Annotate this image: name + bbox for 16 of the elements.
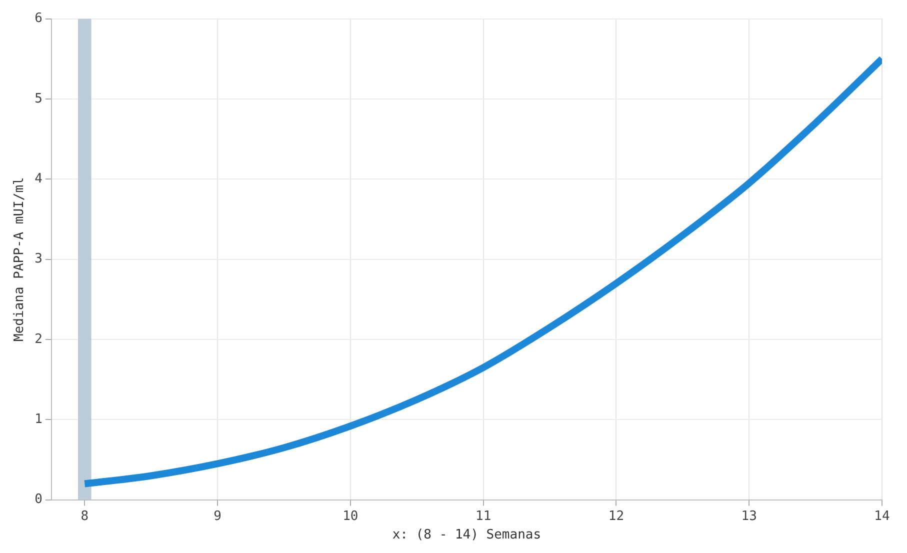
x-tick-label: 10: [342, 508, 358, 524]
y-tick-label: 4: [34, 172, 43, 187]
y-tick-label: 2: [34, 332, 42, 347]
y-tick-label: 0: [34, 492, 42, 508]
x-tick-label: 13: [741, 508, 757, 524]
x-tick-label: 11: [475, 508, 492, 524]
y-axis-title: Mediana PAPP-A mUI/ml: [12, 177, 28, 342]
y-tick-label: 1: [34, 412, 42, 428]
x-tick-label: 14: [874, 508, 890, 524]
y-tick-label: 3: [34, 252, 42, 267]
x-tick-label: 8: [80, 508, 89, 524]
x-tick-label: 9: [214, 508, 222, 524]
y-tick-label: 6: [34, 11, 42, 26]
y-tick-label: 5: [34, 91, 42, 106]
x-tick-label: 12: [608, 508, 624, 524]
x-axis-title: x: (8 - 14) Semanas: [392, 528, 542, 543]
